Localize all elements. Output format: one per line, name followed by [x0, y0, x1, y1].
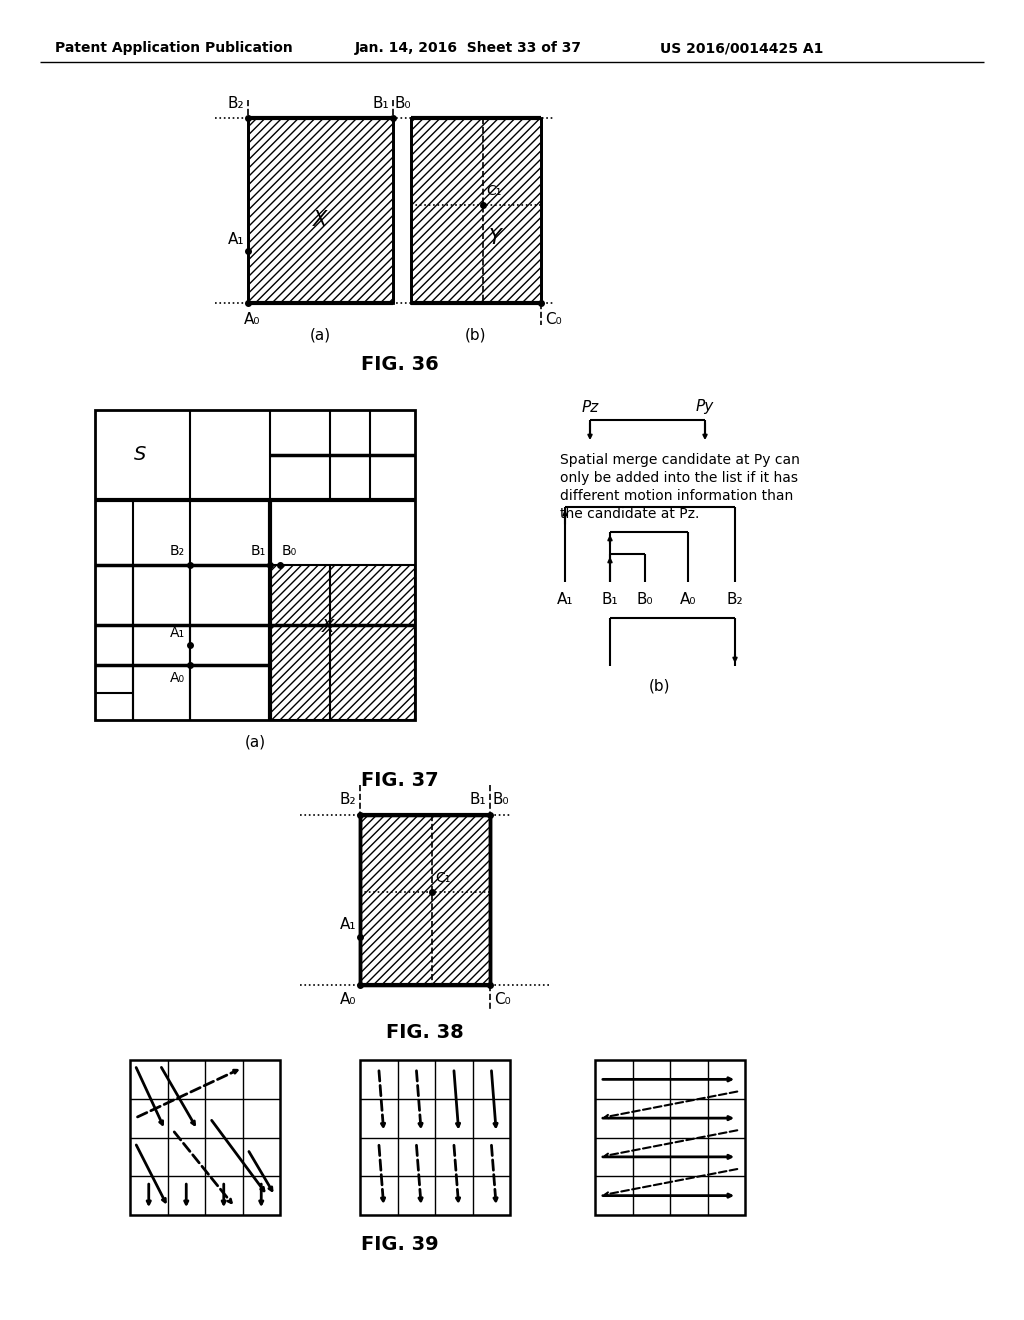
Bar: [595, 1060, 745, 1214]
Text: FIG. 39: FIG. 39: [361, 1236, 439, 1254]
Text: A₁: A₁: [170, 626, 185, 640]
Text: different motion information than: different motion information than: [560, 488, 794, 503]
Text: C₀: C₀: [545, 312, 562, 326]
Text: (a): (a): [309, 327, 331, 342]
Text: A₀: A₀: [340, 993, 356, 1007]
Text: C₀: C₀: [494, 993, 511, 1007]
Text: A₁: A₁: [340, 917, 356, 932]
Bar: [130, 1060, 280, 1214]
Text: B₂: B₂: [339, 792, 356, 808]
Text: Spatial merge candidate at Py can: Spatial merge candidate at Py can: [560, 453, 800, 467]
Bar: [95, 411, 415, 719]
Text: A₀: A₀: [170, 671, 185, 685]
Text: Patent Application Publication: Patent Application Publication: [55, 41, 293, 55]
Bar: [360, 814, 490, 985]
Text: Jan. 14, 2016  Sheet 33 of 37: Jan. 14, 2016 Sheet 33 of 37: [355, 41, 582, 55]
Text: Pz: Pz: [582, 400, 599, 414]
Text: A₀: A₀: [244, 312, 260, 326]
Text: the candidate at Pz.: the candidate at Pz.: [560, 507, 699, 521]
Bar: [360, 1060, 510, 1214]
Bar: [411, 117, 541, 304]
Text: B₂: B₂: [727, 593, 743, 607]
Text: (b): (b): [649, 678, 671, 693]
Text: B₀: B₀: [637, 593, 653, 607]
Text: FIG. 37: FIG. 37: [361, 771, 439, 789]
Text: B₁: B₁: [373, 96, 389, 111]
Text: Y: Y: [489, 228, 502, 248]
Text: A₀: A₀: [680, 593, 696, 607]
Text: B₂: B₂: [227, 96, 244, 111]
Text: (a): (a): [245, 734, 265, 750]
Text: B₁: B₁: [469, 792, 486, 808]
Text: B₀: B₀: [282, 544, 297, 558]
Text: Py: Py: [696, 400, 714, 414]
Text: X: X: [322, 618, 334, 636]
Text: A₁: A₁: [557, 593, 573, 607]
Text: B₀: B₀: [395, 96, 412, 111]
Text: (b): (b): [465, 327, 486, 342]
Bar: [270, 565, 415, 719]
Text: B₁: B₁: [602, 593, 618, 607]
Text: FIG. 36: FIG. 36: [361, 355, 439, 375]
Text: B₁: B₁: [251, 544, 266, 558]
Text: US 2016/0014425 A1: US 2016/0014425 A1: [660, 41, 823, 55]
Text: X: X: [313, 210, 328, 230]
Text: A₁: A₁: [227, 232, 244, 247]
Text: B₂: B₂: [170, 544, 185, 558]
Text: B₀: B₀: [493, 792, 510, 808]
Text: C₁: C₁: [486, 183, 502, 198]
Text: S: S: [134, 446, 146, 465]
Text: FIG. 38: FIG. 38: [386, 1023, 464, 1043]
Bar: [248, 117, 393, 304]
Text: only be added into the list if it has: only be added into the list if it has: [560, 471, 798, 484]
Text: C₁: C₁: [435, 870, 451, 884]
